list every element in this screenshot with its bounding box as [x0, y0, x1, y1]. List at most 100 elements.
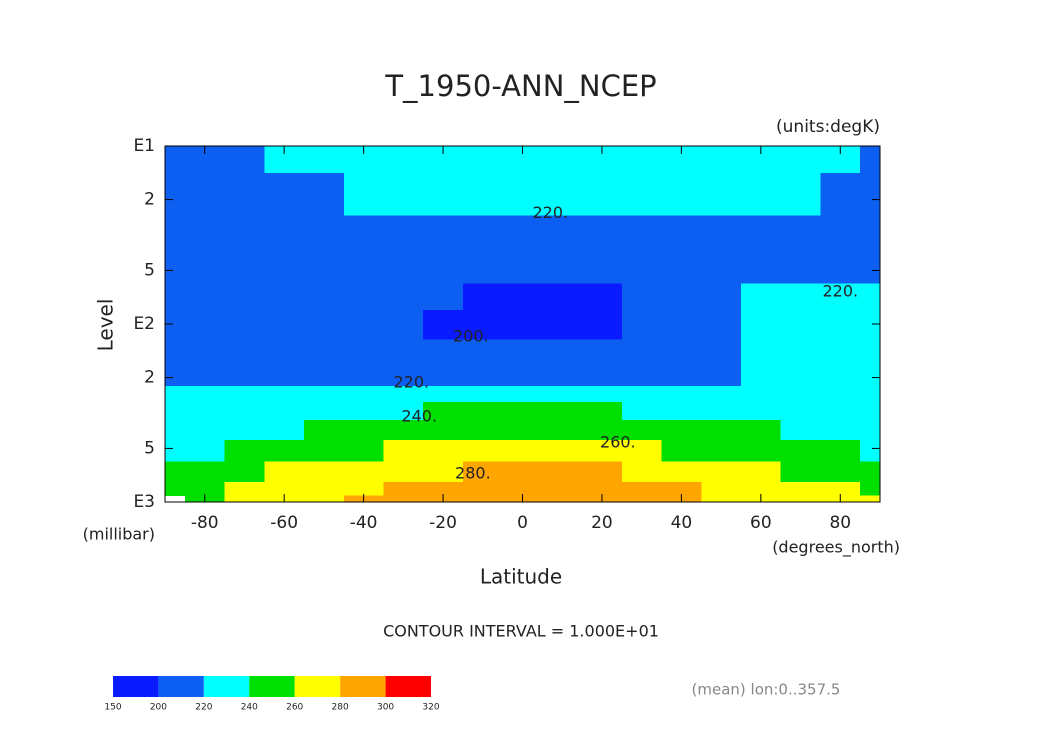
cell — [184, 215, 226, 252]
cell — [184, 250, 226, 284]
cell — [701, 461, 742, 483]
cell — [661, 439, 702, 462]
cell — [165, 310, 186, 341]
cell — [423, 283, 464, 311]
colorbar-swatch — [294, 676, 341, 697]
cell — [820, 401, 861, 421]
cell — [224, 401, 265, 421]
cell — [701, 481, 742, 497]
cell — [780, 386, 821, 403]
cell — [462, 283, 504, 311]
cell — [820, 420, 861, 441]
cell — [264, 481, 305, 497]
cell — [502, 215, 543, 252]
cell — [582, 366, 623, 387]
cell — [582, 420, 623, 441]
colorbar-swatch — [385, 676, 431, 697]
cell — [502, 366, 543, 387]
cell — [343, 172, 384, 216]
cell — [780, 172, 821, 216]
cell — [740, 481, 782, 497]
cell — [701, 420, 742, 441]
cell — [740, 215, 782, 252]
cell — [502, 420, 543, 441]
cell — [184, 401, 226, 421]
cell — [224, 495, 265, 503]
cell — [462, 461, 504, 483]
cell — [423, 339, 464, 367]
cell — [701, 401, 742, 421]
cell — [165, 250, 186, 284]
cell — [621, 461, 663, 483]
cell — [184, 386, 226, 403]
cell — [621, 439, 663, 462]
cell — [423, 366, 464, 387]
cell — [462, 495, 504, 503]
cell — [740, 250, 782, 284]
cell — [661, 386, 702, 403]
cell — [820, 283, 861, 311]
cell — [701, 146, 742, 174]
chart-title: T_1950-ANN_NCEP — [384, 69, 656, 103]
cell — [820, 439, 861, 462]
y-tick-label: E1 — [133, 136, 155, 156]
cell — [383, 386, 424, 403]
cell — [165, 215, 186, 252]
cell — [264, 401, 305, 421]
cell — [304, 339, 345, 367]
x-tick-label: 0 — [517, 513, 528, 533]
y-tick-label: 2 — [144, 190, 155, 210]
cell — [184, 366, 226, 387]
cell — [661, 250, 702, 284]
cell — [780, 366, 821, 387]
cell — [780, 283, 821, 311]
cell — [701, 172, 742, 216]
cell — [165, 386, 186, 403]
cell — [383, 401, 424, 421]
cell — [860, 495, 881, 503]
cell — [383, 366, 424, 387]
cell — [165, 172, 186, 216]
contour-label: 240. — [401, 406, 437, 425]
cell — [304, 386, 345, 403]
cell — [740, 461, 782, 483]
colorbar-swatch — [203, 676, 250, 697]
cell — [304, 250, 345, 284]
cell — [165, 439, 186, 462]
colorbar-label: 280 — [332, 703, 349, 713]
cell — [502, 283, 543, 311]
cell — [304, 439, 345, 462]
footnote: (mean) lon:0..357.5 — [692, 681, 841, 699]
colorbar-label: 300 — [377, 703, 394, 713]
cell — [184, 172, 226, 216]
cell — [224, 215, 265, 252]
cell — [423, 386, 464, 403]
cell — [184, 481, 226, 497]
colorbar-label: 150 — [104, 703, 121, 713]
cell — [582, 172, 623, 216]
cell — [343, 215, 384, 252]
x-units: (degrees_north) — [772, 538, 900, 558]
cell — [304, 495, 345, 503]
contour-label: 220. — [822, 281, 858, 300]
cell — [860, 146, 881, 174]
cell — [383, 481, 424, 497]
cell — [462, 420, 504, 441]
cell — [224, 146, 265, 174]
x-tick-label: 40 — [671, 513, 693, 533]
cell — [304, 146, 345, 174]
cell — [264, 439, 305, 462]
cell — [661, 420, 702, 441]
x-tick-label: 80 — [829, 513, 851, 533]
cell — [224, 420, 265, 441]
cell — [582, 310, 623, 341]
cell — [621, 481, 663, 497]
cell — [462, 366, 504, 387]
y-tick-label: 2 — [144, 368, 155, 388]
units-label: (units:degK) — [776, 117, 880, 137]
cell — [860, 283, 881, 311]
cell — [165, 366, 186, 387]
cell — [264, 386, 305, 403]
cell — [423, 439, 464, 462]
